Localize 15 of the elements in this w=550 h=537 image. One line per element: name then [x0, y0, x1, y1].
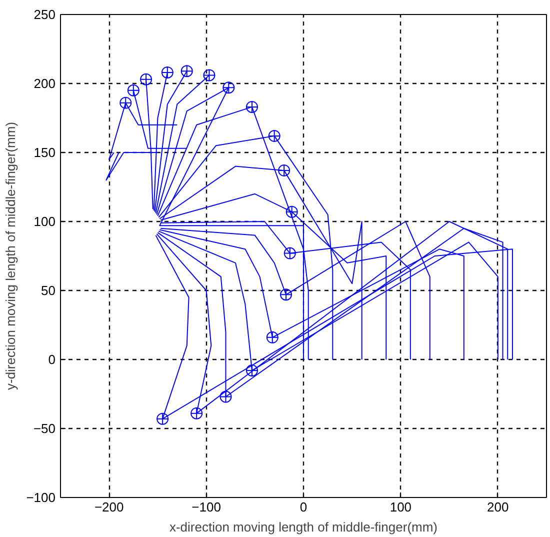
y-tick-label: 50	[41, 283, 56, 298]
y-tick-label: −100	[26, 490, 56, 505]
y-tick-label: 150	[34, 145, 56, 160]
x-tick-label: 100	[390, 500, 412, 514]
y-tick-label: 100	[34, 214, 56, 229]
x-tick-label: 200	[487, 500, 509, 514]
x-tick-label: −100	[192, 500, 221, 514]
y-tick-label: 0	[48, 352, 56, 367]
x-tick-label: 0	[300, 500, 308, 514]
x-axis-title: x-direction moving length of middle-finger(mm)	[169, 520, 438, 534]
y-tick-label: 200	[34, 76, 56, 91]
y-tick-label: 250	[34, 7, 56, 22]
y-axis-title: y-direction moving length of middle-finger(mm)	[3, 122, 18, 390]
y-tick-label: −50	[33, 421, 56, 436]
x-tick-label: −200	[94, 500, 124, 514]
